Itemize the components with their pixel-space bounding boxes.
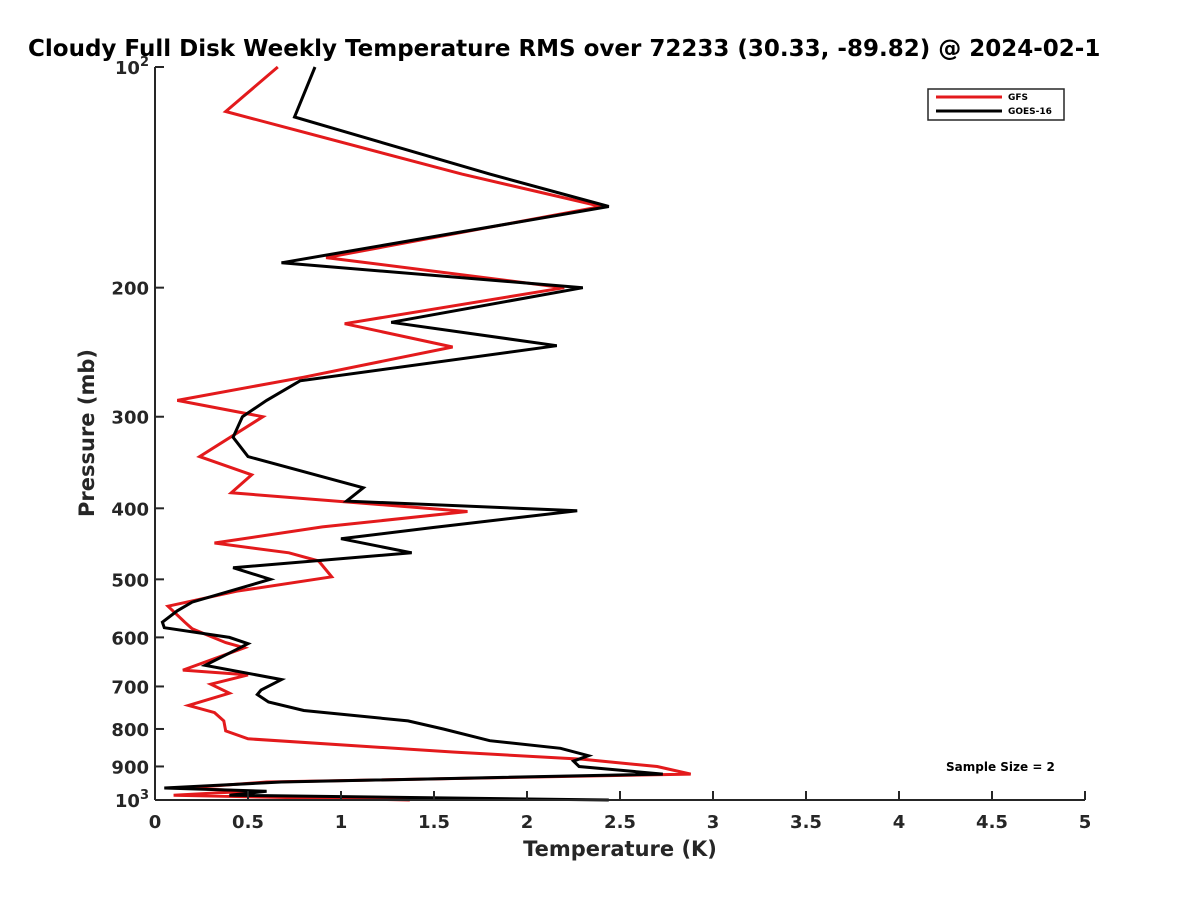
y-axis-label: Pressure (mb)	[75, 349, 99, 517]
legend-box	[927, 88, 1065, 121]
ticks: 0 0.5 1 1.5 2 2.5 3 3.5 4 4.5 5 102 200 300 400 500 600 7…	[111, 55, 1091, 833]
x-tick-label: 0.5	[232, 812, 264, 833]
y-tick-label: 800	[111, 720, 149, 741]
y-tick-label: 600	[111, 628, 149, 649]
x-tick-label: 2	[521, 812, 534, 833]
x-tick-label: 2.5	[604, 812, 636, 833]
sample-size-annotation: Sample Size = 2	[946, 760, 1055, 774]
y-tick-label: 400	[111, 499, 149, 520]
legend-label-gfs: GFS	[1008, 93, 1028, 103]
x-tick-label: 3.5	[790, 812, 822, 833]
chart-title: Cloudy Full Disk Weekly Temperature RMS …	[28, 36, 1100, 62]
y-tick-label: 900	[111, 757, 149, 778]
y-tick-label: 700	[111, 677, 149, 698]
x-axis-label: Temperature (K)	[523, 837, 717, 861]
y-tick-label: 300	[111, 408, 149, 429]
series-line-goes16	[160, 66, 663, 802]
y-tick-label: 103	[115, 788, 149, 812]
x-tick-label: 1	[335, 812, 348, 833]
x-tick-label: 4	[893, 812, 906, 833]
legend-label-goes16: GOES-16	[1008, 107, 1052, 117]
x-tick-label: 1.5	[418, 812, 450, 833]
y-tick-label: 200	[111, 279, 149, 300]
y-tick-label: 500	[111, 570, 149, 591]
plot-area	[160, 65, 692, 802]
x-tick-label: 4.5	[976, 812, 1008, 833]
x-tick-label: 3	[707, 812, 720, 833]
x-tick-label: 5	[1079, 812, 1092, 833]
y-tick-label: 102	[115, 55, 149, 79]
series-line-gfs	[164, 65, 692, 802]
x-tick-label: 0	[149, 812, 162, 833]
legend: GFS GOES-16	[927, 88, 1065, 121]
